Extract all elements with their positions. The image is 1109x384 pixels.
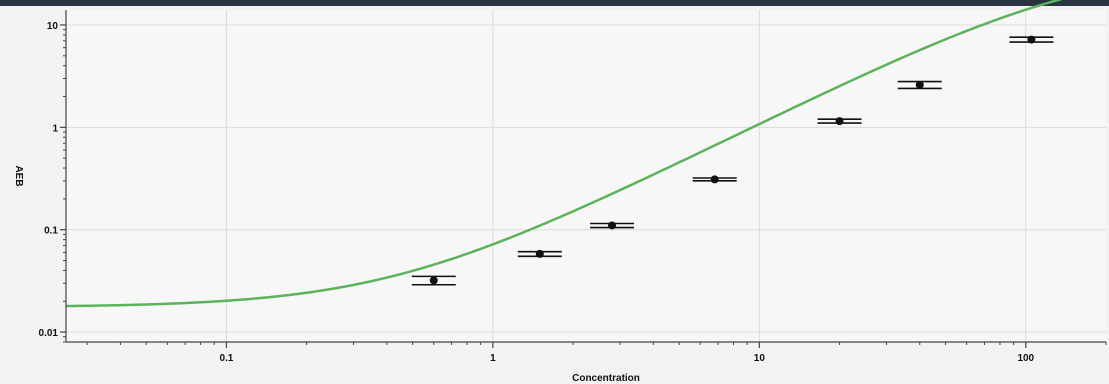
data-point [1009, 35, 1054, 44]
axes: 0.01 0.1 1 10 0.1 1 10 100 [39, 10, 1107, 364]
data-marker [608, 221, 617, 230]
data-point [590, 221, 635, 230]
y-tick-label: 1 [52, 123, 58, 134]
fit-curve-layer [65, 0, 1063, 308]
x-axis-title: Concentration [572, 373, 640, 384]
data-point [411, 275, 456, 286]
data-point [897, 80, 942, 90]
data-marker [535, 249, 544, 258]
grid-lines [66, 10, 1106, 342]
data-marker [835, 117, 844, 126]
y-axis-title: AEB [13, 165, 24, 186]
fit-curve [65, 0, 1063, 308]
data-marker [915, 80, 924, 89]
data-point [817, 117, 862, 126]
y-tick-label: 0.01 [39, 328, 59, 339]
data-marker [429, 276, 438, 285]
x-tick-label: 10 [754, 353, 766, 364]
data-point [517, 249, 562, 258]
data-points-layer [411, 35, 1054, 286]
header-bar [0, 0, 1109, 6]
plot-area [66, 10, 1106, 342]
x-tick-label: 0.1 [219, 353, 233, 364]
x-tick-label: 1 [490, 353, 496, 364]
y-tick-label: 0.1 [44, 226, 58, 237]
data-point [692, 175, 737, 184]
data-marker [710, 175, 719, 184]
data-marker [1027, 35, 1036, 44]
x-tick-label: 100 [1017, 353, 1034, 364]
y-tick-label: 10 [47, 21, 59, 32]
